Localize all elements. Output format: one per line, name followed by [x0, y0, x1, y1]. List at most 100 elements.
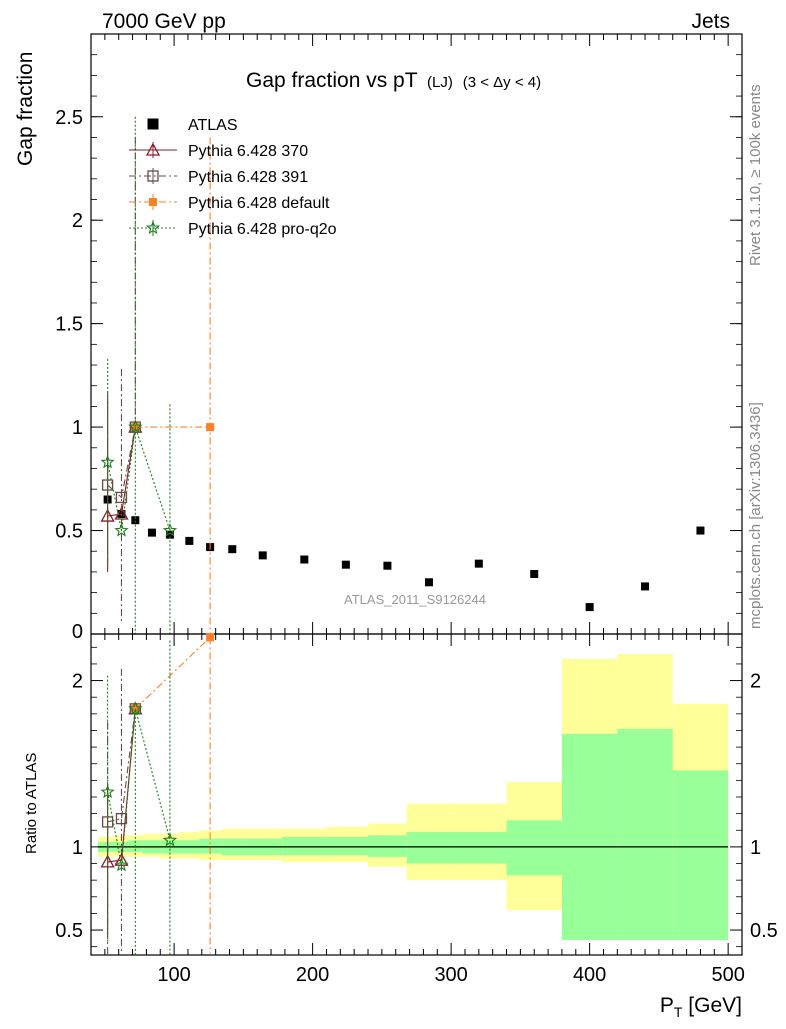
- main-point-atlas-3: [147, 528, 156, 537]
- main-point-pq2o-0: [100, 454, 115, 469]
- xlabel-unit: [GeV]: [682, 994, 742, 1017]
- legend-label-p370: Pythia 6.428 370: [188, 143, 308, 160]
- main-line-pq2o: [107, 426, 171, 531]
- legend-entry-pq2o: Pythia 6.428 pro-q2o: [129, 220, 337, 238]
- ratio-point-pq2o-1: [114, 857, 129, 872]
- main-point-atlas-5: [185, 536, 194, 545]
- ratio-point-pq2o-3: [162, 832, 178, 847]
- legend-entry-pdefault: Pythia 6.428 default: [129, 194, 330, 212]
- legend-entry-atlas: ATLAS: [147, 117, 238, 134]
- ratio-xtick-label-4: 500: [711, 964, 744, 986]
- main-ytick-label-2: 1.5: [55, 314, 83, 336]
- main-point-p391-1: [115, 491, 128, 504]
- main-point-atlas-17: [696, 526, 705, 535]
- ratio-point-p370-0: [100, 854, 115, 868]
- ratio-series-pq2o: [100, 640, 178, 955]
- plot-title-lj: (LJ): [427, 74, 453, 91]
- legend-label-p391: Pythia 6.428 391: [188, 169, 308, 186]
- ratio-xlabel: PT [GeV]: [660, 994, 742, 1020]
- main-point-pq2o-3: [162, 523, 178, 537]
- ratio-ytick-label-2: 2: [72, 671, 83, 693]
- ratio-band-inner-11: [368, 835, 407, 857]
- main-point-atlas-9: [300, 555, 309, 564]
- plot-title-main: Gap fraction vs pT: [246, 69, 418, 92]
- xlabel-sub: T: [674, 1004, 683, 1020]
- main-point-pq2o-2: [128, 419, 143, 434]
- ratio-ytick-label-1: 1: [72, 837, 83, 859]
- legend-entry-p370: Pythia 6.428 370: [129, 142, 308, 160]
- main-point-atlas-16: [641, 582, 650, 591]
- legend-marker-p370: [145, 142, 161, 156]
- main-point-atlas-2: [131, 516, 140, 525]
- ratio-xtick-label-0: 100: [157, 964, 190, 986]
- header-collision: 7000 GeV pp: [102, 10, 226, 33]
- ratio-ytick-label-right-0: 0.5: [750, 920, 778, 942]
- ratio-point-p391-1: [115, 812, 128, 825]
- main-series-p391: [101, 137, 141, 622]
- rivet-label: Rivet 3.1.10, ≥ 100k events: [747, 84, 764, 266]
- ratio-line-pq2o: [107, 708, 171, 866]
- legend-marker-pdefault: [149, 198, 157, 206]
- main-point-pq2o-1: [114, 523, 129, 537]
- ratio-point-pq2o-2: [128, 701, 143, 715]
- ratio-band-inner-10: [326, 836, 369, 856]
- main-point-atlas-10: [341, 560, 350, 569]
- ratio-point-pdefault-1: [206, 633, 215, 642]
- main-point-atlas-12: [424, 578, 433, 587]
- ratio-panel: 0.5 1 2 0.5 1 2 100 200 300 400 500: [55, 633, 778, 986]
- ratio-band-inner-14: [506, 820, 562, 876]
- ratio-xtick-label-2: 300: [434, 964, 467, 986]
- ratio-series-pdefault: [131, 633, 215, 954]
- ratio-ylabel: Ratio to ATLAS: [23, 753, 40, 854]
- legend-label-atlas: ATLAS: [188, 117, 238, 134]
- main-point-atlas-7: [228, 545, 237, 554]
- ratio-band-inner-6: [199, 838, 222, 854]
- ratio-point-pq2o-0: [100, 784, 115, 799]
- legend-label-pdefault: Pythia 6.428 default: [188, 195, 330, 212]
- ratio-band-inner-17: [672, 770, 729, 941]
- legend-marker-p391: [147, 170, 159, 182]
- ratio-band-inner-13: [451, 831, 507, 864]
- analysis-watermark: ATLAS_2011_S9126244: [344, 592, 486, 607]
- header-category: Jets: [691, 10, 730, 33]
- ratio-ytick-label-right-2: 2: [750, 671, 761, 693]
- main-point-atlas-15: [585, 603, 594, 612]
- xlabel-p: P: [660, 994, 674, 1017]
- ratio-band-inner-12: [406, 831, 452, 864]
- ratio-band-inner-15: [561, 733, 618, 941]
- ratio-xtick-label-3: 400: [573, 964, 606, 986]
- plot-title-range: (3 < Δy < 4): [463, 74, 541, 91]
- ratio-line-pdefault: [134, 636, 211, 710]
- main-ylabel: Gap fraction: [14, 52, 37, 166]
- main-point-atlas-4: [165, 530, 174, 539]
- main-ytick-label-zero: 0: [72, 621, 83, 643]
- ratio-xtick-label-1: 200: [296, 964, 329, 986]
- main-ytick-label-3: 2: [72, 210, 83, 232]
- ratio-ytick-label-right-1: 1: [750, 837, 761, 859]
- mcplots-label: mcplots.cern.ch [arXiv:1306.3436]: [747, 402, 764, 629]
- main-line-p370: [107, 427, 136, 517]
- legend-marker-pq2o: [145, 220, 161, 235]
- main-ytick-label-4: 2.5: [55, 107, 83, 129]
- main-point-atlas-14: [530, 570, 539, 578]
- legend: ATLAS Pythia 6.428 370 Pythia 6.428 391 Pyt…: [129, 117, 337, 238]
- legend-label-pq2o: Pythia 6.428 pro-q2o: [188, 221, 337, 238]
- plot-title: Gap fraction vs pT (LJ) (3 < Δy < 4): [246, 69, 541, 92]
- main-point-atlas-11: [383, 561, 392, 570]
- main-point-pdefault-1: [206, 423, 215, 432]
- ratio-frame: [90, 633, 743, 956]
- main-point-atlas-13: [474, 559, 483, 568]
- main-ytick-label-1: 1: [72, 417, 83, 439]
- main-series-pdefault: [131, 137, 215, 634]
- main-point-p370-0: [100, 508, 115, 522]
- ratio-band-inner-9: [282, 836, 327, 856]
- atlas-legend-marker: [147, 118, 159, 130]
- ratio-ytick-label-0: 0.5: [55, 920, 83, 942]
- main-ytick-label-0: 0.5: [55, 521, 83, 543]
- main-point-atlas-8: [258, 551, 267, 560]
- main-series-pq2o: [100, 116, 178, 634]
- main-point-pdefault-0: [131, 423, 140, 432]
- ratio-band-inner-16: [617, 728, 673, 941]
- legend-entry-p391: Pythia 6.428 391: [129, 168, 308, 186]
